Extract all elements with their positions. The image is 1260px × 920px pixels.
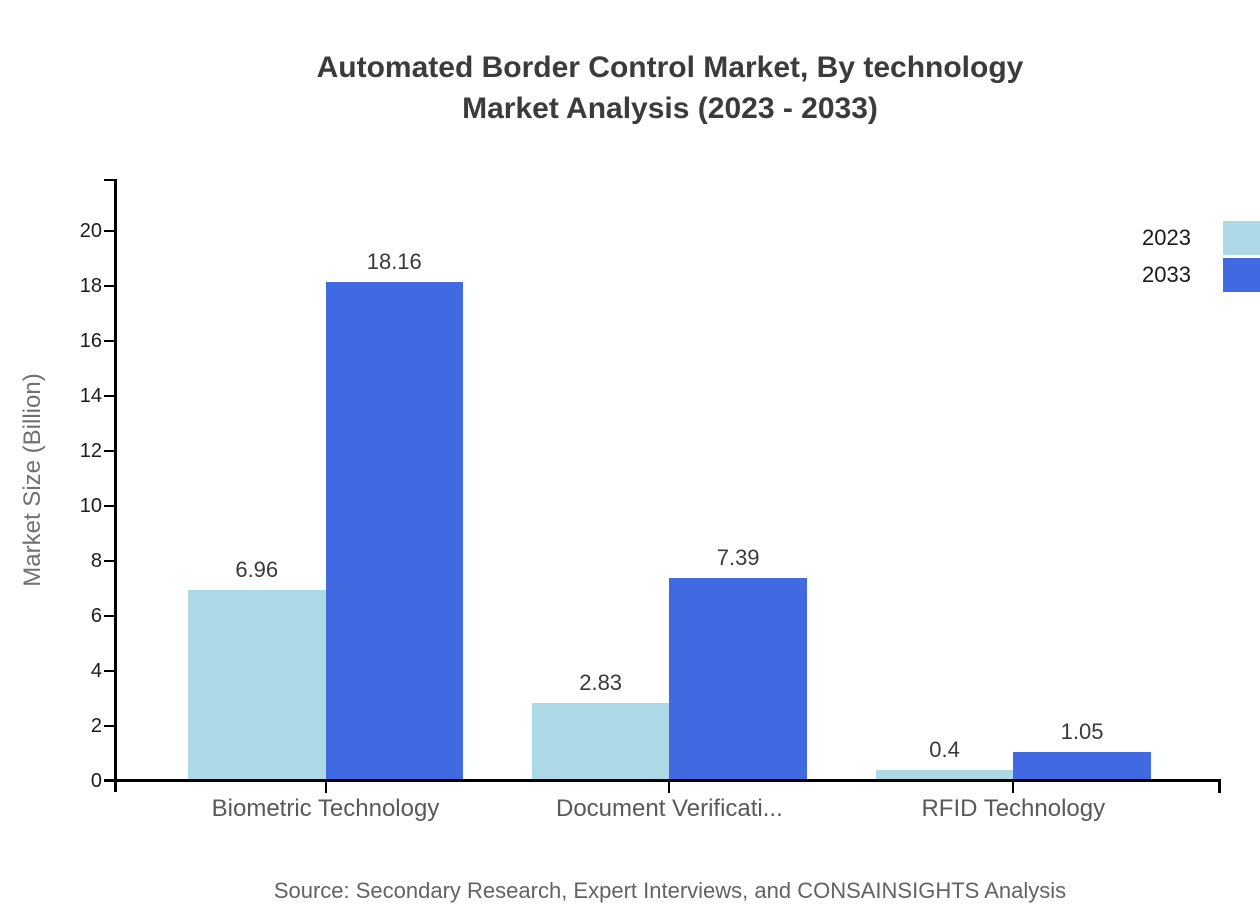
- x-tick-2: [668, 779, 671, 793]
- bar-value-label-2023-cat2: 2.83: [579, 670, 623, 696]
- y-tick-label-20: 20: [79, 220, 102, 242]
- y-tick-8: [104, 560, 117, 562]
- y-tick-18: [104, 285, 117, 287]
- chart-title-line2: Market Analysis (2023 - 2033): [462, 92, 878, 125]
- y-tick-label-16: 16: [79, 330, 102, 352]
- y-axis-top-tick: [104, 179, 117, 181]
- y-tick-label-4: 4: [90, 660, 102, 682]
- bar-2033-cat2: [669, 577, 807, 781]
- y-axis-line: [114, 180, 117, 792]
- y-tick-4: [104, 670, 117, 672]
- y-tick-2: [104, 725, 117, 727]
- bar-2033-cat3: [1013, 752, 1151, 781]
- y-tick-20: [104, 230, 117, 232]
- legend-label-2033: 2033: [1142, 262, 1191, 287]
- bar-value-label-2033-cat1: 18.16: [366, 248, 422, 274]
- bar-2033-cat1: [325, 281, 463, 781]
- x-axis-end-tick: [1218, 779, 1221, 793]
- legend-item-2033: 2033: [1142, 258, 1260, 292]
- y-tick-12: [104, 450, 117, 452]
- y-tick-6: [104, 615, 117, 617]
- chart-title-line1: Automated Border Control Market, By tech…: [316, 51, 1024, 84]
- y-tick-label-2: 2: [90, 715, 102, 737]
- y-tick-label-18: 18: [79, 275, 102, 297]
- y-tick-label-8: 8: [90, 550, 102, 572]
- source-note: Source: Secondary Research, Expert Inter…: [273, 878, 1067, 903]
- y-tick-0: [104, 780, 117, 782]
- y-tick-label-6: 6: [90, 605, 102, 627]
- y-tick-label-14: 14: [79, 385, 102, 407]
- bar-value-label-2023-cat3: 0.4: [929, 737, 960, 762]
- category-label-1: Biometric Technology: [211, 795, 440, 822]
- y-tick-label-12: 12: [79, 440, 102, 462]
- y-tick-10: [104, 505, 117, 507]
- y-tick-label-10: 10: [79, 495, 102, 517]
- bar-value-label-2033-cat2: 7.39: [716, 544, 760, 570]
- y-tick-label-0: 0: [90, 770, 102, 792]
- legend-swatch-2023: [1223, 221, 1260, 255]
- bar-2023-cat1: [188, 589, 326, 781]
- chart-title: Automated Border Control Market, By tech…: [90, 47, 1250, 129]
- bar-value-label-2033-cat3: 1.05: [1060, 719, 1104, 745]
- category-label-2: Document Verificati...: [556, 795, 783, 822]
- x-axis-line: [104, 779, 1221, 782]
- category-label-3: RFID Technology: [921, 795, 1106, 822]
- legend-label-2023: 2023: [1142, 225, 1191, 250]
- bar-2023-cat3: [875, 770, 1014, 781]
- x-tick-1: [324, 779, 327, 793]
- y-tick-14: [104, 395, 117, 397]
- legend-swatch-2033: [1223, 258, 1260, 292]
- x-tick-3: [1012, 779, 1015, 793]
- bar-2023-cat2: [531, 703, 670, 781]
- bar-value-label-2023-cat1: 6.96: [235, 556, 279, 582]
- legend: 2023 2033: [1142, 221, 1260, 292]
- legend-item-2023: 2023: [1142, 221, 1260, 255]
- y-tick-16: [104, 340, 117, 342]
